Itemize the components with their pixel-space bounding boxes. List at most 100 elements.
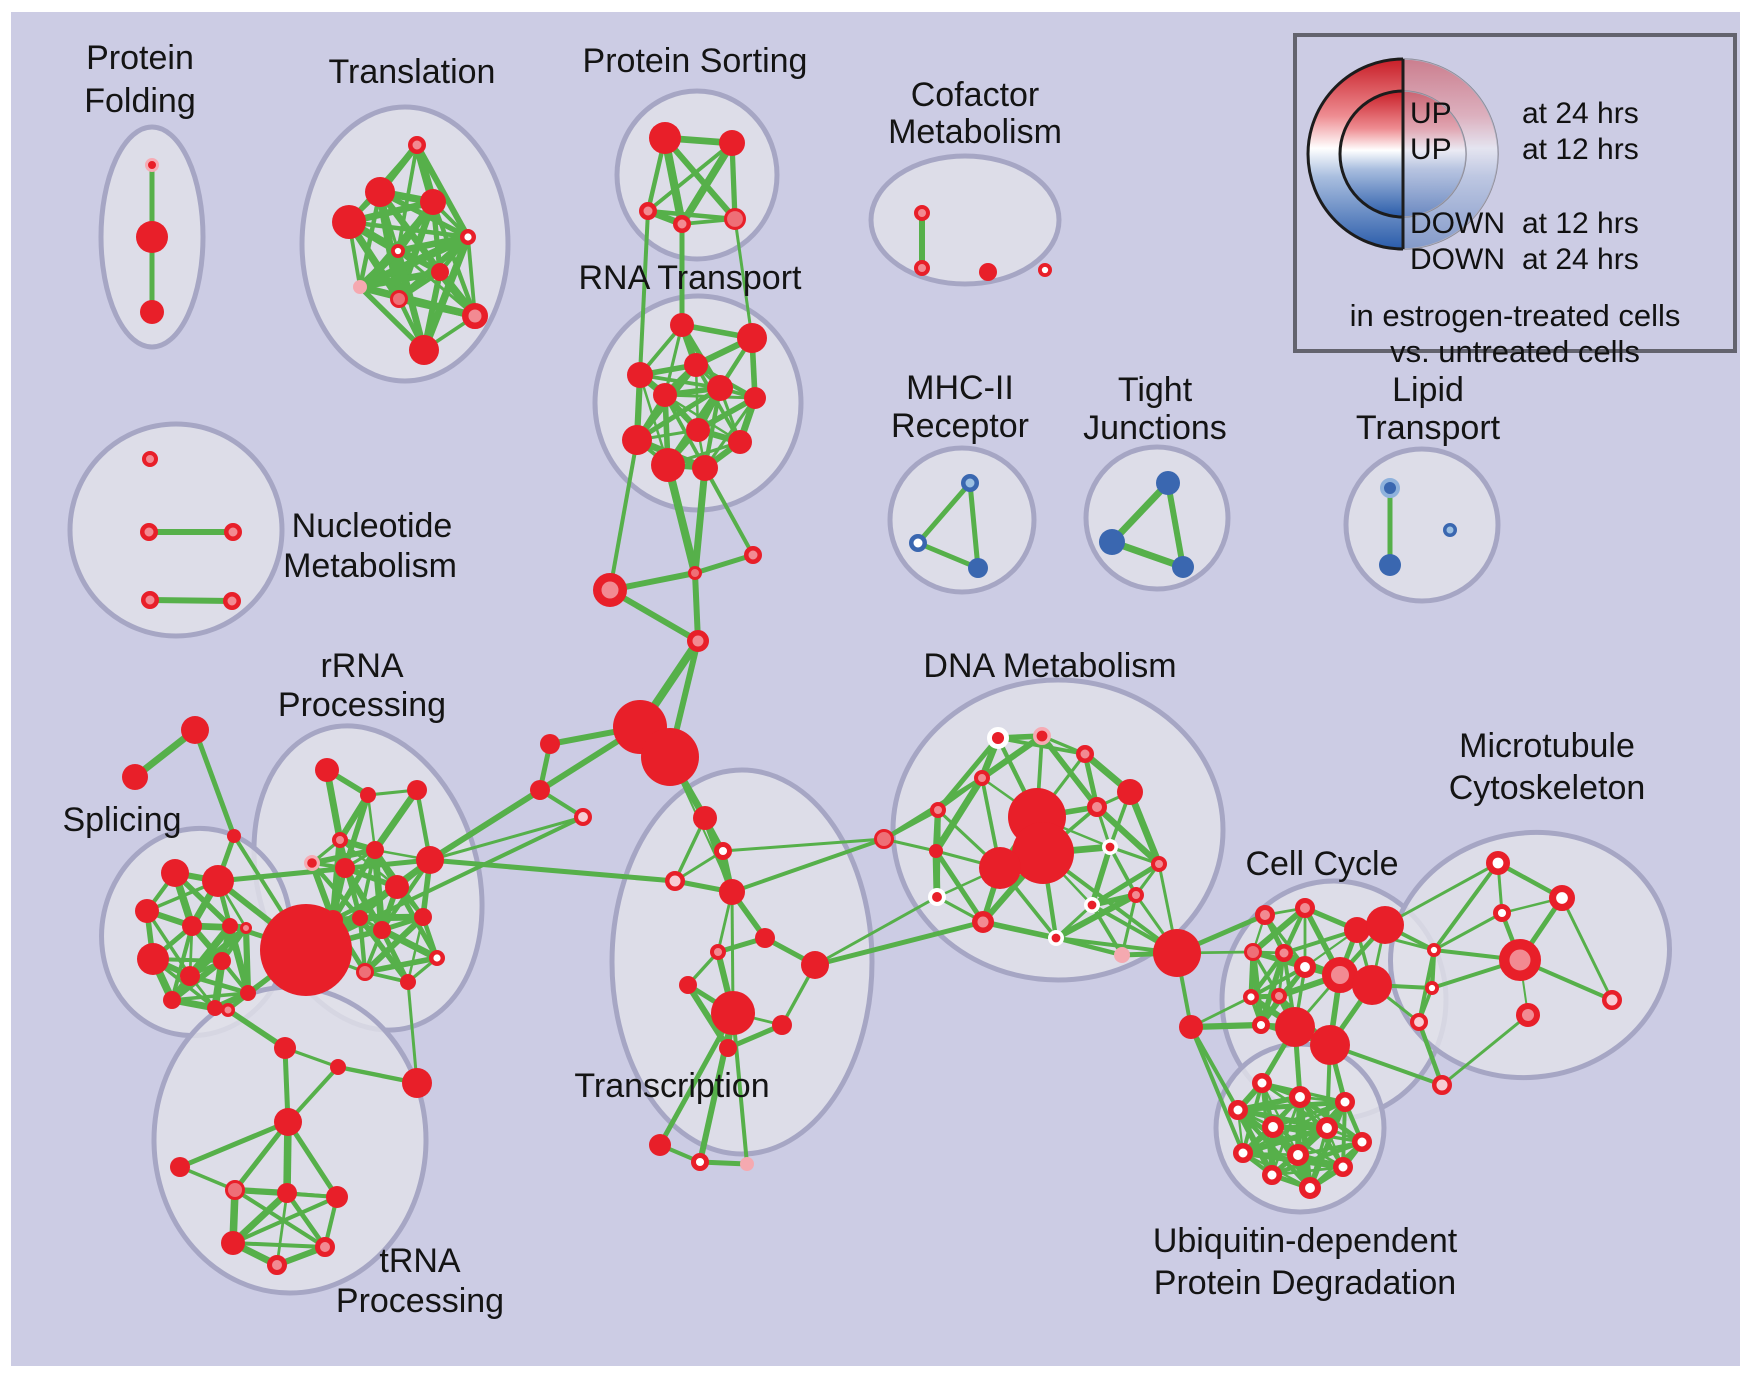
network-edge — [192, 729, 237, 837]
network-node — [326, 1186, 348, 1208]
network-node — [225, 1180, 245, 1200]
network-edge — [1242, 1125, 1328, 1156]
network-node — [930, 802, 946, 818]
network-node — [402, 1068, 432, 1098]
cluster-ellipse-tight — [1083, 444, 1231, 592]
network-node — [687, 630, 709, 652]
cluster-label: Metabolism — [283, 547, 457, 585]
network-node — [429, 950, 446, 967]
cluster-label: Metabolism — [888, 113, 1062, 151]
network-edge — [1307, 1101, 1348, 1189]
cluster-label: Processing — [336, 1282, 504, 1320]
network-node — [1012, 822, 1074, 884]
network-edge — [657, 1011, 736, 1147]
network-node — [267, 1255, 287, 1275]
legend-direction: DOWN — [1410, 243, 1505, 276]
network-node — [221, 1231, 245, 1255]
network-edge — [285, 1120, 340, 1199]
network-edge — [1384, 861, 1499, 927]
cluster-label: Junctions — [1083, 409, 1227, 447]
network-node — [673, 215, 691, 233]
network-node — [593, 573, 627, 607]
network-edge — [722, 837, 885, 853]
network-node — [1038, 262, 1053, 277]
network-node — [332, 205, 366, 239]
network-edge — [406, 981, 419, 1084]
cluster-label: Cytoskeleton — [1449, 769, 1646, 807]
network-node — [1486, 850, 1511, 875]
network-node — [431, 263, 449, 281]
network-edge — [149, 597, 233, 604]
cluster-label: rRNA — [320, 647, 403, 685]
network-edge — [275, 1192, 289, 1266]
network-node — [366, 841, 384, 859]
cluster-label: MHC-II — [906, 369, 1014, 407]
network-node — [163, 991, 181, 1009]
cluster-label: tRNA — [379, 1242, 461, 1280]
network-edge — [1094, 804, 1162, 867]
legend-caption-line1: in estrogen-treated cells — [1349, 298, 1681, 333]
cluster-label: RNA Transport — [579, 259, 803, 297]
network-node — [1076, 745, 1094, 763]
network-edge — [362, 914, 426, 975]
network-node — [1287, 1144, 1310, 1167]
network-node — [390, 244, 405, 259]
network-edge — [170, 925, 194, 1001]
network-edge — [1109, 480, 1171, 545]
network-edge — [285, 1191, 327, 1249]
cluster-label: Translation — [329, 53, 496, 91]
network-node — [277, 1183, 297, 1203]
legend-time: at 12 hrs — [1522, 133, 1639, 166]
network-node — [140, 523, 158, 541]
network-node — [929, 844, 943, 858]
network-edge — [703, 467, 755, 556]
network-node — [540, 734, 560, 754]
network-node — [409, 335, 439, 365]
network-node — [928, 888, 947, 907]
network-edge — [814, 895, 938, 967]
network-node — [1410, 1013, 1429, 1032]
network-node — [1255, 905, 1275, 925]
network-edge — [703, 397, 757, 469]
network-node — [1102, 838, 1119, 855]
network-edge — [664, 393, 756, 400]
network-node — [260, 904, 352, 996]
network-node — [1427, 942, 1442, 957]
network-edge — [967, 482, 981, 569]
network-edge — [1432, 861, 1500, 952]
network-node — [914, 205, 930, 221]
cluster-label: Nucleotide — [292, 507, 453, 545]
network-node — [1443, 523, 1457, 537]
cluster-label: Cell Cycle — [1245, 845, 1398, 883]
network-edge — [1039, 734, 1100, 809]
legend-caption-line2: vs. untreated cells — [1390, 334, 1640, 369]
network-edge — [731, 837, 885, 894]
cluster-label: Cofactor — [911, 76, 1040, 114]
network-edge — [311, 847, 376, 866]
network-node — [213, 952, 231, 970]
network-node — [315, 758, 339, 782]
network-edge — [917, 540, 979, 571]
network-edge — [357, 191, 383, 288]
network-node — [744, 387, 766, 409]
network-edge — [233, 1120, 290, 1192]
network-node — [1548, 885, 1575, 912]
network-node — [728, 430, 752, 454]
network-node — [1114, 947, 1130, 963]
network-edge — [466, 236, 477, 317]
network-node — [360, 787, 376, 803]
cluster-label: Transport — [1356, 409, 1501, 447]
network-node — [1366, 906, 1404, 944]
network-node — [772, 1015, 792, 1035]
network-edge — [430, 201, 478, 317]
network-node — [1275, 944, 1293, 962]
network-node — [1602, 990, 1622, 1010]
network-node — [137, 943, 169, 975]
network-edge — [1433, 911, 1503, 952]
network-node — [240, 985, 256, 1001]
legend-time: at 24 hrs — [1522, 243, 1639, 276]
network-node — [1233, 1143, 1253, 1163]
network-node — [684, 353, 708, 377]
network-node — [1335, 1092, 1355, 1112]
network-node — [740, 1157, 754, 1171]
